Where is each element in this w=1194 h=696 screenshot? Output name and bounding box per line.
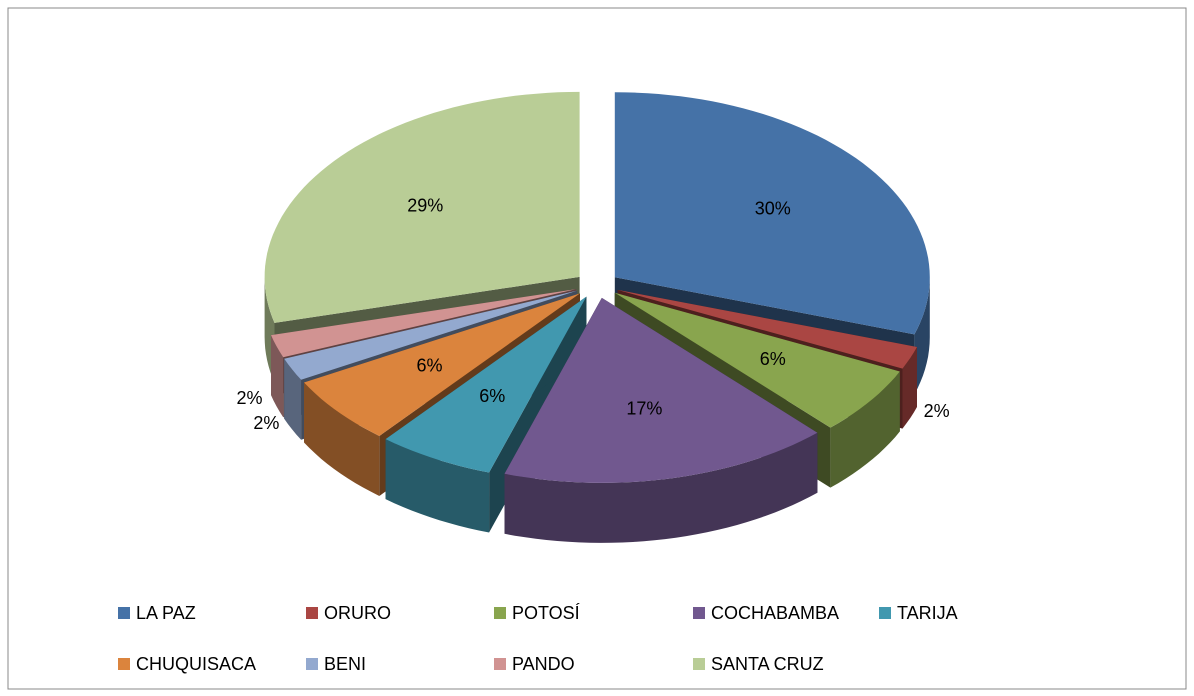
- slice-wall: [284, 358, 302, 440]
- data-label: 6%: [417, 355, 443, 375]
- legend-label: TARIJA: [897, 603, 958, 623]
- legend-swatch: [879, 607, 891, 619]
- legend-swatch: [494, 607, 506, 619]
- slice-top: [284, 290, 578, 380]
- slice: [504, 297, 818, 543]
- legend-swatch: [118, 658, 130, 670]
- slice-wall: [271, 335, 284, 418]
- legend-label: LA PAZ: [136, 603, 196, 623]
- slice-wall: [914, 277, 930, 395]
- legend-swatch: [494, 658, 506, 670]
- legend-label: CHUQUISACA: [136, 654, 256, 674]
- slice-top: [614, 92, 930, 335]
- legend-swatch: [306, 607, 318, 619]
- data-label: 30%: [755, 199, 791, 219]
- legend-label: SANTA CRUZ: [711, 654, 824, 674]
- slice-wall: [902, 347, 917, 429]
- slice-top: [614, 292, 900, 428]
- legend-label: POTOSÍ: [512, 603, 580, 623]
- legend-label: ORURO: [324, 603, 391, 623]
- data-label: 29%: [407, 195, 443, 215]
- slice-wall: [830, 371, 900, 488]
- legend-label: PANDO: [512, 654, 575, 674]
- legend-label: BENI: [324, 654, 366, 674]
- legend-swatch: [693, 607, 705, 619]
- slice-wall: [385, 439, 490, 533]
- slice-wall: [304, 382, 380, 496]
- data-label: 6%: [760, 349, 786, 369]
- legend-swatch: [693, 658, 705, 670]
- legend-swatch: [306, 658, 318, 670]
- legend-swatch: [118, 607, 130, 619]
- pie: 30% 2% 6% 17% 6% 6% 2% 2% 29%: [237, 91, 950, 543]
- data-label: 17%: [626, 399, 662, 419]
- slice-top: [271, 289, 577, 358]
- data-label: 2%: [237, 388, 263, 408]
- slice-top: [617, 289, 917, 369]
- slice-top: [385, 296, 587, 473]
- data-label: 6%: [479, 386, 505, 406]
- data-label: 2%: [253, 413, 279, 433]
- slice-wall: [504, 432, 818, 543]
- legend: LA PAZ ORURO POTOSÍ COCHABAMBA TARIJA CHUQUIS…: [118, 603, 958, 674]
- slice-top: [264, 91, 580, 323]
- slice-top: [504, 297, 818, 483]
- legend-label: COCHABAMBA: [711, 603, 839, 623]
- slice-top: [304, 293, 580, 436]
- data-label: 2%: [924, 401, 950, 421]
